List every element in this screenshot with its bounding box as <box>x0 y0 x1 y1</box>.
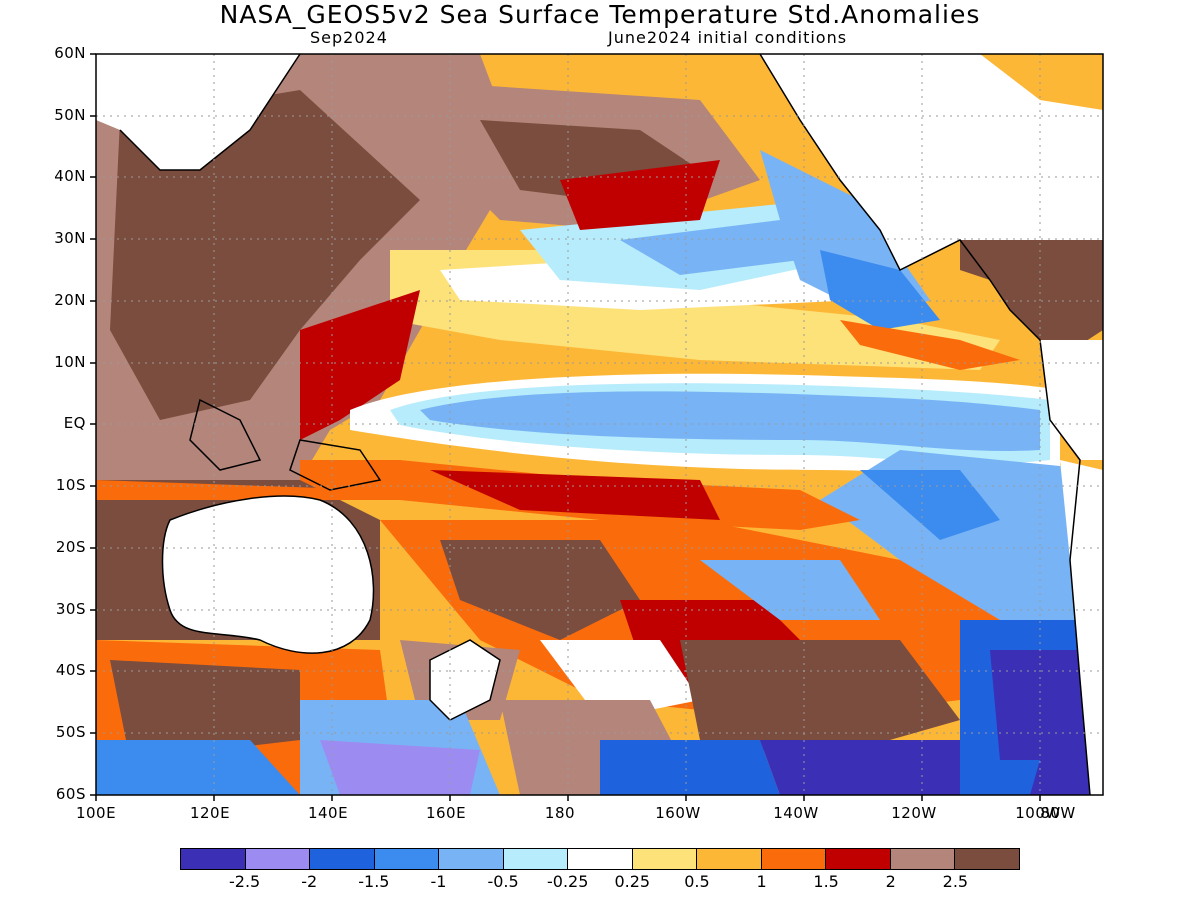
color-scale-label: -2 <box>301 872 318 891</box>
coastlines <box>119 53 1091 796</box>
lon-label-140e: 140E <box>307 804 349 822</box>
color-scale-label: 2 <box>885 872 896 891</box>
color-swatch-6 <box>568 849 633 869</box>
lon-label-80w: 80W <box>1040 804 1076 822</box>
color-swatch-4 <box>439 849 504 869</box>
lat-label-40n: 40N <box>54 167 86 185</box>
lon-label-160e: 160E <box>425 804 467 822</box>
lat-label-30s: 30S <box>55 600 86 618</box>
lat-label-50s: 50S <box>55 723 86 741</box>
color-swatch-8 <box>697 849 762 869</box>
lat-label-50n: 50N <box>54 106 86 124</box>
lat-label-eq: EQ <box>63 414 86 432</box>
lat-label-30n: 30N <box>54 229 86 247</box>
color-scale-label: -0.25 <box>546 872 589 891</box>
color-swatch-9 <box>761 849 827 869</box>
lon-label-140w: 140W <box>773 804 819 822</box>
color-scale-label: 0.5 <box>684 872 710 891</box>
color-swatch-11 <box>890 849 956 869</box>
color-swatch-12 <box>955 849 1019 869</box>
color-scale-label: 2.5 <box>942 872 969 891</box>
color-swatch-3 <box>374 849 440 869</box>
color-swatch-1 <box>245 849 311 869</box>
color-scale-label: -1.5 <box>358 872 390 891</box>
color-scale-label: 1 <box>756 872 767 891</box>
lon-label-120e: 120E <box>189 804 231 822</box>
lat-label-40s: 40S <box>55 661 86 679</box>
lat-label-20n: 20N <box>54 291 86 309</box>
lon-label-120w: 120W <box>891 804 937 822</box>
color-swatch-0 <box>181 849 246 869</box>
lat-label-20s: 20S <box>55 538 86 556</box>
color-scale-label: 1.5 <box>813 872 839 891</box>
lat-label-10s: 10S <box>55 476 86 494</box>
color-swatch-5 <box>503 849 569 869</box>
valid-month-label: Sep2024 <box>310 28 388 47</box>
color-swatch-2 <box>310 849 375 869</box>
axis-ticks <box>90 53 1041 801</box>
color-scale-label: 0.25 <box>614 872 651 891</box>
init-conditions-label: June2024 initial conditions <box>608 28 848 47</box>
anomaly-field <box>96 54 1103 795</box>
lat-label-10n: 10N <box>54 353 86 371</box>
lat-label-60s: 60S <box>55 785 86 803</box>
color-scale-label: -1 <box>430 872 447 891</box>
lon-label-100e: 100E <box>75 804 117 822</box>
lon-label-160w: 160W <box>655 804 701 822</box>
color-scale-label: -0.5 <box>487 872 519 891</box>
color-swatch-7 <box>632 849 698 869</box>
color-scale-bar <box>180 848 1020 870</box>
color-scale-label: -2.5 <box>229 872 261 891</box>
map-title: NASA_GEOS5v2 Sea Surface Temperature Std… <box>219 0 981 29</box>
color-swatch-10 <box>826 849 891 869</box>
lat-label-60n: 60N <box>54 44 86 62</box>
graticule <box>96 54 1103 795</box>
lon-label-180: 180 <box>544 804 576 822</box>
lon-label-100w: 100W <box>1015 804 1061 822</box>
